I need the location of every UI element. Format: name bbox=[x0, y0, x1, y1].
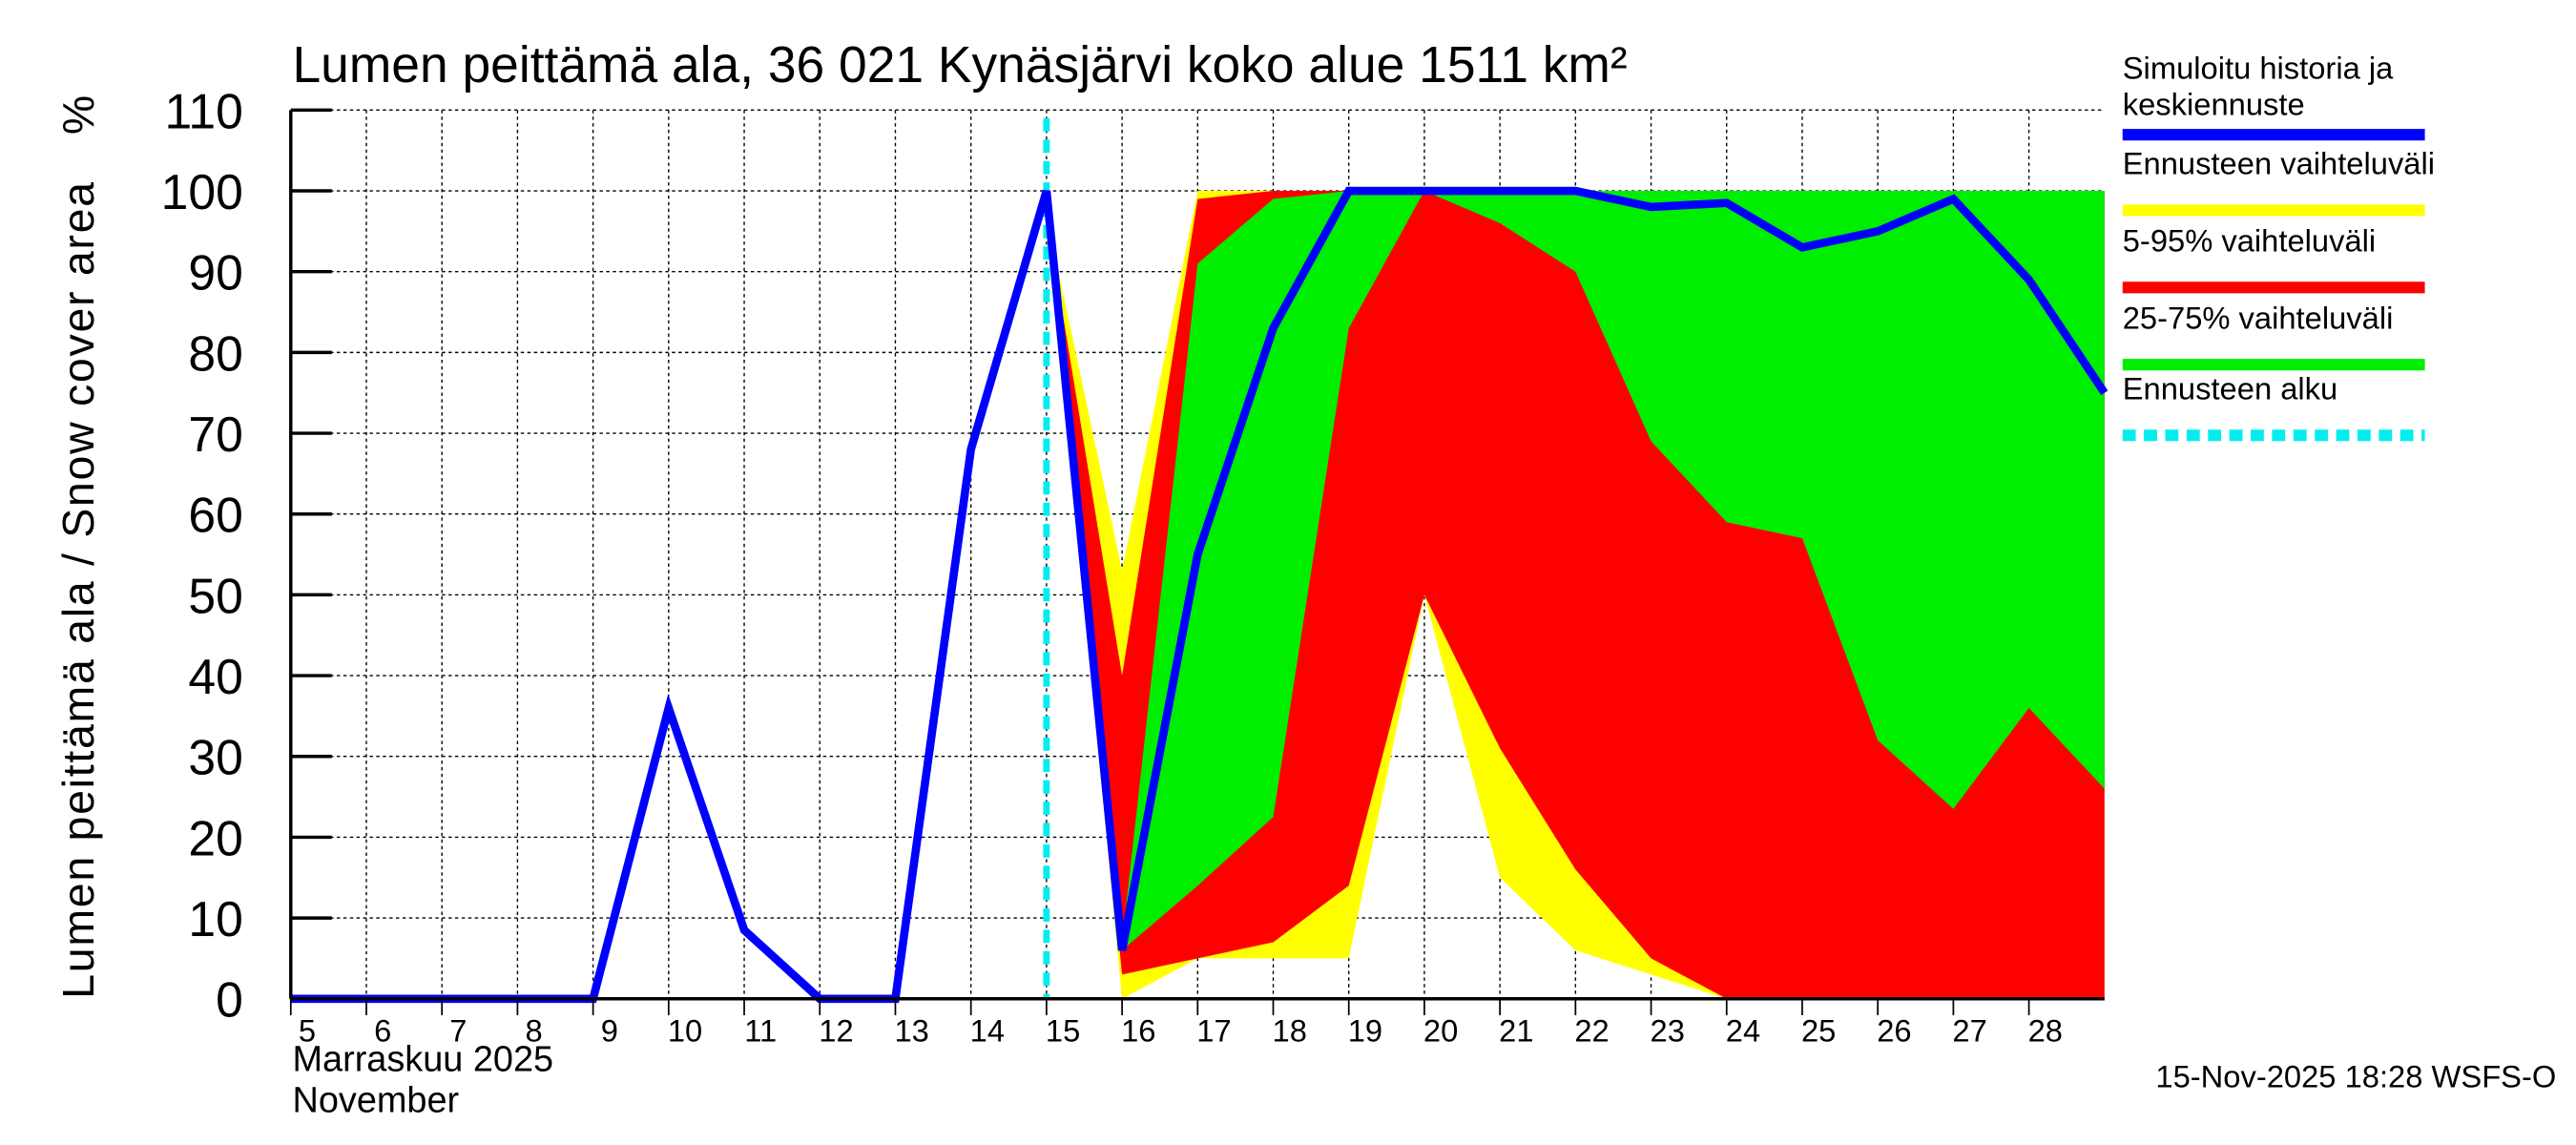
x-tick-label: 21 bbox=[1499, 1013, 1533, 1049]
bands bbox=[1046, 191, 2105, 999]
x-tick-label: 6 bbox=[374, 1013, 391, 1049]
y-tick-label: 0 bbox=[216, 972, 243, 1028]
x-tick-label: 22 bbox=[1574, 1013, 1609, 1049]
y-tick-label: 10 bbox=[188, 891, 242, 947]
legend-label: Simuloitu historia ja keskiennuste bbox=[2123, 51, 2394, 122]
x-axis-label-fi: Marraskuu 2025 bbox=[293, 1040, 554, 1080]
x-tick-label: 17 bbox=[1196, 1013, 1231, 1049]
x-tick-label: 9 bbox=[601, 1013, 618, 1049]
x-tick-label: 12 bbox=[819, 1013, 853, 1049]
chart-title: Lumen peittämä ala, 36 021 Kynäsjärvi ko… bbox=[293, 37, 1628, 94]
y-tick-label: 20 bbox=[188, 810, 242, 865]
legend-label: 25-75% vaihteluväli bbox=[2123, 300, 2394, 335]
y-tick-label: 80 bbox=[188, 325, 242, 381]
x-tick-label: 26 bbox=[1877, 1013, 1911, 1049]
x-tick-label: 23 bbox=[1651, 1013, 1685, 1049]
y-axis-unit: % bbox=[53, 95, 103, 135]
x-tick-label: 28 bbox=[2028, 1013, 2063, 1049]
footer-timestamp: 15-Nov-2025 18:28 WSFS-O bbox=[2155, 1059, 2556, 1094]
y-tick-label: 60 bbox=[188, 488, 242, 543]
band-25-75-vaihteluv-li bbox=[1122, 191, 2105, 950]
x-tick-label: 20 bbox=[1423, 1013, 1458, 1049]
legend-label: 5-95% vaihteluväli bbox=[2123, 222, 2376, 258]
y-tick-label: 50 bbox=[188, 568, 242, 623]
x-tick-label: 10 bbox=[668, 1013, 702, 1049]
x-tick-label: 27 bbox=[1952, 1013, 1986, 1049]
x-tick-label: 7 bbox=[449, 1013, 467, 1049]
x-tick-label: 19 bbox=[1348, 1013, 1382, 1049]
x-tick-label: 16 bbox=[1121, 1013, 1155, 1049]
legend-label: Ennusteen alku bbox=[2123, 370, 2337, 406]
x-tick-label: 13 bbox=[894, 1013, 928, 1049]
x-tick-label: 15 bbox=[1046, 1013, 1080, 1049]
x-tick-label: 25 bbox=[1801, 1013, 1836, 1049]
x-tick-label: 14 bbox=[970, 1013, 1005, 1049]
legend: Simuloitu historia ja keskiennuste Ennuste… bbox=[2122, 51, 2435, 442]
x-axis-label-en: November bbox=[293, 1081, 460, 1121]
x-tick-label: 5 bbox=[299, 1013, 316, 1049]
y-tick-label: 30 bbox=[188, 730, 242, 785]
x-tick-label: 24 bbox=[1726, 1013, 1760, 1049]
x-tick-label: 8 bbox=[526, 1013, 543, 1049]
axes: 0 10 20 30 40 50 60 70 80 90 100 110 5 6 7 8 9 10 11 12 13 14… bbox=[161, 83, 2105, 1049]
x-tick-label: 11 bbox=[744, 1013, 777, 1049]
y-tick-label: 90 bbox=[188, 245, 242, 301]
y-tick-label: 110 bbox=[165, 83, 243, 138]
y-tick-label: 70 bbox=[188, 406, 242, 462]
y-tick-label: 100 bbox=[161, 164, 243, 219]
y-tick-label: 40 bbox=[188, 649, 242, 704]
x-tick-label: 18 bbox=[1273, 1013, 1307, 1049]
legend-label: Ennusteen vaihteluväli bbox=[2123, 145, 2435, 180]
y-axis-label: Lumen peittämä ala / Snow cover area bbox=[53, 180, 103, 998]
